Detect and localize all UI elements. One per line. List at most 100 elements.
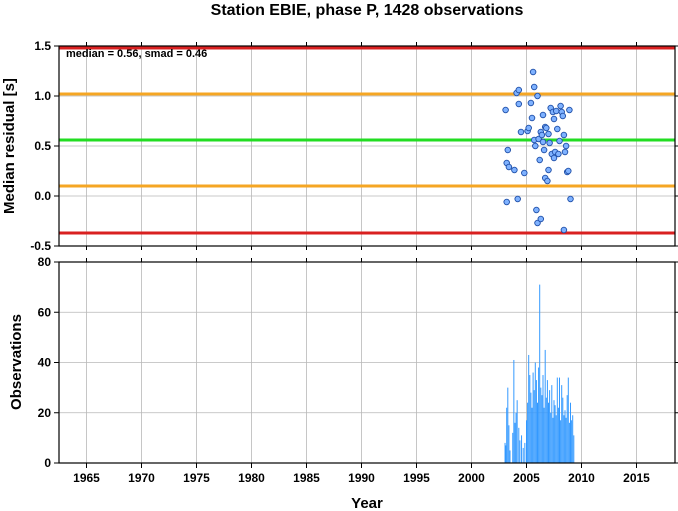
data-point (515, 86, 523, 94)
data-point (517, 128, 525, 136)
observation-bar (521, 435, 523, 463)
observation-bar (541, 395, 543, 463)
observation-bar (554, 405, 556, 463)
observation-bar (565, 417, 567, 463)
observation-bar (505, 445, 507, 463)
observation-bar (518, 427, 520, 463)
residual-panel: -0.5 0.0 0.5 1.0 1.5 median = 0.56, smad = 0… (1, 39, 678, 253)
data-point (529, 68, 537, 76)
observation-bar (542, 375, 544, 463)
data-point (539, 111, 547, 119)
x-tick-label: 1980 (238, 471, 265, 485)
observations-y-ticks: 0 20 40 60 80 (38, 255, 678, 470)
y-tick-label: 60 (38, 305, 52, 319)
data-point (537, 215, 545, 223)
observation-bar (516, 400, 518, 463)
observation-bar (549, 390, 551, 463)
data-point (525, 124, 532, 132)
data-point (533, 206, 540, 214)
x-tick-label: 1970 (128, 471, 155, 485)
observations-panel: 0 20 40 60 80 1965 1970 1975 1980 1985 1990 1995 20… (8, 255, 678, 511)
observation-bar (531, 407, 533, 463)
observation-bar (514, 422, 516, 463)
data-point (554, 125, 561, 133)
observation-bar (544, 349, 546, 463)
observation-bar (567, 377, 569, 463)
observation-bar (533, 390, 535, 463)
data-point (527, 99, 535, 107)
observation-bar (563, 415, 565, 463)
residual-reference-lines (59, 46, 675, 235)
x-tick-label: 2000 (458, 471, 485, 485)
observation-bar (504, 442, 506, 463)
data-point (557, 102, 564, 110)
observation-bar (543, 407, 545, 463)
x-tick-label: 1990 (348, 471, 375, 485)
data-point (504, 146, 512, 154)
data-point (555, 150, 562, 158)
x-tick-label: 1995 (403, 471, 430, 485)
observation-bar (562, 397, 564, 463)
data-point (545, 166, 552, 174)
data-point (550, 115, 558, 123)
observations-x-ticks: 1965 1970 1975 1980 1985 1990 1995 2000 2005 2010… (73, 258, 650, 485)
observation-bar (535, 380, 537, 463)
data-point (505, 163, 513, 171)
data-point (503, 198, 510, 206)
observation-bar (572, 415, 574, 463)
y-tick-label: 0.0 (34, 189, 51, 203)
observation-bar (529, 375, 531, 463)
residual-points (502, 68, 574, 234)
y-tick-label: 0 (44, 456, 51, 470)
observation-bar (573, 435, 575, 463)
data-point (559, 112, 567, 120)
y-tick-label: 1.0 (34, 89, 51, 103)
observations-y-axis-label: Observations (8, 314, 25, 410)
data-point (530, 83, 538, 91)
observation-bar (560, 420, 562, 463)
observation-bar (570, 402, 571, 463)
y-tick-label: 0.5 (34, 139, 51, 153)
observation-bar (557, 407, 559, 463)
observation-bar (532, 372, 534, 463)
observations-bars (504, 284, 575, 463)
data-point (538, 131, 546, 139)
data-point (561, 148, 569, 156)
data-point (560, 131, 568, 139)
observation-bar (571, 420, 573, 463)
data-point (566, 106, 573, 114)
observation-bar (552, 417, 554, 463)
observation-bar (545, 397, 547, 463)
observation-bar (539, 284, 541, 463)
data-point (539, 138, 547, 146)
data-point (528, 114, 536, 122)
observation-bar (568, 422, 570, 463)
observation-bar (546, 380, 548, 463)
observation-bar (566, 395, 568, 463)
y-tick-label: 20 (38, 406, 52, 420)
observation-bar (526, 420, 527, 463)
observation-bar (548, 402, 549, 463)
observation-bar (530, 392, 532, 463)
y-tick-label: 1.5 (34, 39, 51, 53)
data-point (552, 107, 560, 115)
data-point (544, 177, 551, 185)
observation-bar (527, 402, 529, 463)
residual-y-axis-label: Median residual [s] (1, 78, 18, 214)
data-point (536, 156, 543, 164)
observation-bar (506, 407, 508, 463)
observation-bar (515, 412, 517, 463)
observation-bar (508, 425, 510, 463)
data-point (545, 130, 552, 138)
median-annotation: median = 0.56, smad = 0.46 (66, 48, 207, 60)
x-tick-label: 2005 (513, 471, 540, 485)
observation-bar (561, 385, 563, 463)
observation-bar (519, 440, 521, 463)
y-tick-label: -0.5 (30, 239, 51, 253)
observation-bar (528, 354, 530, 463)
data-point (560, 226, 568, 234)
data-point (567, 195, 574, 203)
data-point (502, 106, 509, 114)
x-tick-label: 1985 (293, 471, 320, 485)
observation-bar (551, 385, 553, 463)
